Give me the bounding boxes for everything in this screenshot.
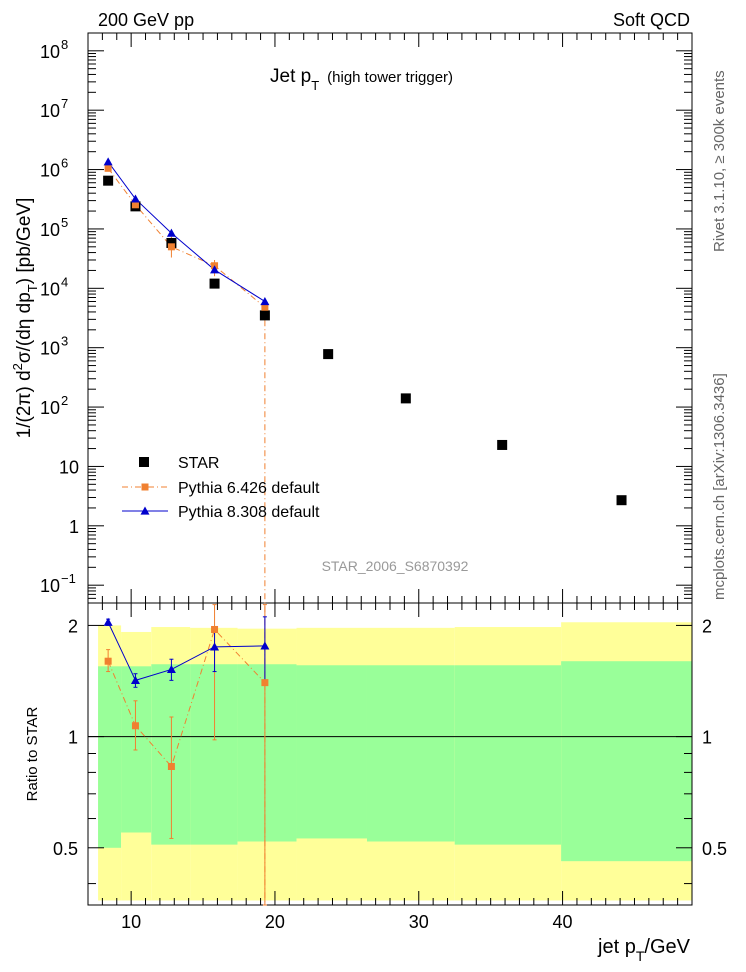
py8-main-line — [107, 161, 266, 302]
y-tick-exponent: 8 — [61, 37, 68, 52]
y-tick-label: 1 — [69, 517, 79, 537]
rivet-version-text: Rivet 3.1.10, ≥ 300k events — [711, 70, 728, 252]
star-point — [616, 495, 627, 506]
py6-point — [131, 201, 139, 209]
star-point — [166, 237, 177, 248]
ratio-band-inner — [561, 661, 692, 862]
y-tick-label: 10 — [40, 279, 60, 299]
star-point — [400, 393, 411, 404]
ratio-band-inner — [237, 664, 297, 842]
data-marks — [103, 157, 627, 906]
py6-point — [104, 164, 112, 172]
star-point — [259, 310, 270, 321]
star-point — [323, 349, 334, 360]
y-tick-exponent: 2 — [61, 393, 68, 408]
legend: STAR Pythia 6.426 default Pythia 8.308 def… — [122, 455, 320, 521]
ratio-band-inner — [121, 666, 152, 833]
analysis-watermark: STAR_2006_S6870392 — [322, 558, 469, 574]
y-tick-label: 10 — [59, 457, 79, 477]
x-tick-label: 30 — [409, 912, 429, 932]
y-tick-exponent: 5 — [61, 215, 68, 230]
y-tick-exponent: 6 — [61, 156, 68, 171]
y-tick-exponent: 3 — [61, 334, 68, 349]
py6-ratio-point — [261, 679, 269, 687]
legend-py6-marker — [141, 483, 149, 491]
y-tick-label: 10 — [40, 220, 60, 240]
legend-star-marker — [139, 457, 149, 467]
y-tick-exponent: 7 — [61, 96, 68, 111]
y-axis-label: 1/(2π) d2σ/(dη dpT) [pb/GeV] — [10, 198, 40, 439]
legend-label-py6: Pythia 6.426 default — [178, 480, 320, 497]
ratio-tick-label-left: 2 — [68, 616, 78, 636]
py8-ratio-point — [130, 675, 140, 684]
x-tick-label: 10 — [121, 912, 141, 932]
py8-point — [130, 194, 140, 203]
ratio-bands — [98, 622, 692, 901]
mcplots-reference-text: mcplots.cern.ch [arXiv:1306.3436] — [711, 373, 728, 600]
py6-ratio-point — [104, 657, 112, 665]
ratio-tick-label-right: 1 — [702, 728, 712, 748]
y-tick-label: 10 — [40, 161, 60, 181]
ratio-axis-label: Ratio to STAR — [24, 706, 41, 801]
y-tick-label: 10 — [40, 398, 60, 418]
py8-ratio-point — [260, 641, 270, 650]
star-point — [497, 439, 508, 450]
y-tick-label: 10 — [40, 576, 60, 596]
ratio-tick-label-right: 0.5 — [702, 839, 727, 859]
star-point — [103, 175, 114, 186]
ratio-band-inner — [190, 664, 238, 845]
py6-point — [167, 243, 175, 251]
py6-point — [261, 303, 269, 311]
ratio-tick-label-left: 0.5 — [53, 839, 78, 859]
legend-label-star: STAR — [178, 455, 219, 472]
x-tick-label: 40 — [553, 912, 573, 932]
ratio-tick-label-left: 1 — [68, 728, 78, 748]
py6-ratio-point — [167, 762, 175, 770]
py8-point — [103, 157, 113, 166]
x-tick-label: 20 — [265, 912, 285, 932]
y-tick-label: 10 — [40, 339, 60, 359]
header-right: Soft QCD — [613, 10, 690, 30]
py8-ratio-point — [166, 664, 176, 674]
y-tick-label: 10 — [40, 101, 60, 121]
py8-point — [210, 265, 220, 274]
star-point — [209, 278, 220, 289]
ratio-band-inner — [296, 665, 367, 839]
x-axis-label: jet pT/GeV — [597, 936, 691, 964]
plot-title: Jet pT (high tower trigger) — [270, 66, 453, 93]
ratio-band-inner — [366, 665, 455, 842]
y-tick-label: 10 — [40, 42, 60, 62]
py8-ratio-point — [103, 617, 113, 626]
py8-ratio-point — [210, 642, 220, 651]
py8-point — [260, 296, 270, 306]
legend-py8-marker — [140, 506, 150, 515]
py6-ratio-point — [211, 625, 219, 633]
y-tick-exponent: 4 — [61, 274, 68, 289]
py8-point — [166, 228, 176, 237]
legend-label-py8: Pythia 8.308 default — [178, 504, 320, 521]
ratio-tick-label-right: 2 — [702, 616, 712, 636]
ratio-band-inner — [151, 664, 191, 845]
header-left: 200 GeV pp — [98, 10, 194, 30]
y-tick-exponent: −1 — [61, 571, 76, 586]
py6-ratio-point — [131, 722, 139, 730]
ratio-band-inner — [454, 665, 562, 845]
ratio-band-inner — [98, 666, 122, 848]
